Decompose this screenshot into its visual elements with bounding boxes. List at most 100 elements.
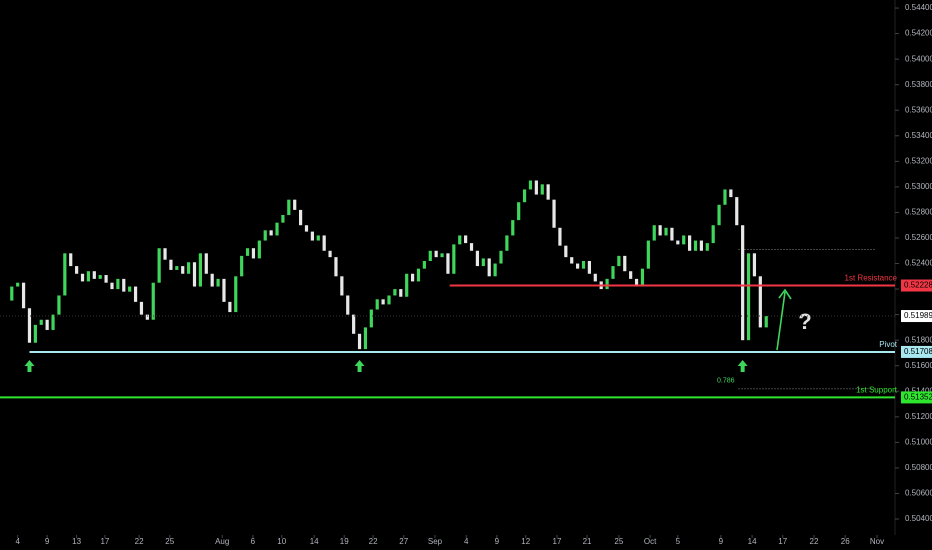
candle xyxy=(511,220,515,236)
level-name: 1st Resistance xyxy=(845,274,898,283)
candle xyxy=(169,259,173,270)
x-tick-label: 25 xyxy=(614,537,623,546)
candle xyxy=(752,253,757,277)
y-tick-label: 0.50600 xyxy=(905,489,932,498)
candle xyxy=(534,180,538,195)
candle xyxy=(304,225,309,232)
candle xyxy=(334,257,338,277)
x-tick-label: 25 xyxy=(165,537,174,546)
candle xyxy=(387,295,391,305)
up-marker xyxy=(354,360,365,372)
candle xyxy=(287,199,291,215)
candle xyxy=(458,235,462,245)
x-tick-label: 19 xyxy=(340,537,349,546)
y-tick-label: 0.52600 xyxy=(905,233,932,242)
candle xyxy=(340,276,344,296)
candle xyxy=(110,282,114,290)
candle xyxy=(381,299,385,305)
candle xyxy=(564,245,568,258)
candle xyxy=(623,255,627,272)
candle xyxy=(145,314,149,320)
candle xyxy=(434,250,438,258)
candle xyxy=(741,225,745,341)
candle xyxy=(128,286,132,292)
candle xyxy=(522,189,527,203)
candle xyxy=(617,255,621,267)
level-name: Pivot xyxy=(879,340,898,349)
candle xyxy=(133,286,138,302)
candle xyxy=(21,282,26,309)
y-tick-label: 0.52400 xyxy=(905,259,932,268)
x-tick-label: 22 xyxy=(369,537,378,546)
candle xyxy=(558,227,562,246)
x-tick-label: 12 xyxy=(521,537,530,546)
y-tick-label: 0.51200 xyxy=(905,412,932,421)
x-tick-label: 10 xyxy=(277,537,286,546)
candle xyxy=(298,209,303,226)
candle xyxy=(746,253,751,341)
candle xyxy=(475,250,480,267)
candle xyxy=(98,275,102,279)
candle xyxy=(139,301,144,315)
candle xyxy=(528,180,533,190)
candle xyxy=(69,253,73,267)
candle xyxy=(234,276,238,313)
y-tick-label: 0.50800 xyxy=(905,463,932,472)
candle xyxy=(57,295,61,315)
candle xyxy=(322,235,326,251)
y-tick-label: 0.54200 xyxy=(905,29,932,38)
candle xyxy=(257,240,261,259)
candle xyxy=(422,260,426,269)
candle xyxy=(405,273,409,297)
candle xyxy=(192,262,197,287)
candle xyxy=(245,248,250,256)
candle xyxy=(293,199,297,210)
candle xyxy=(705,243,709,251)
candle xyxy=(576,263,580,269)
candle xyxy=(658,225,662,236)
up-marker xyxy=(24,360,35,372)
x-tick-label: 4 xyxy=(15,537,20,546)
candle xyxy=(546,184,550,200)
candle xyxy=(711,225,715,244)
level-name: 1st Support xyxy=(856,386,898,395)
level-price-box xyxy=(901,345,932,358)
candle xyxy=(540,184,544,195)
candle xyxy=(469,243,474,251)
candle xyxy=(428,250,432,261)
x-tick-label: 22 xyxy=(810,537,819,546)
candle xyxy=(723,189,727,205)
y-tick-label: 0.50400 xyxy=(905,514,932,523)
x-tick-label: Nov xyxy=(870,537,884,546)
y-tick-label: 0.51800 xyxy=(905,335,932,344)
candle xyxy=(363,327,368,350)
candle xyxy=(699,240,703,251)
y-tick-label: 0.54400 xyxy=(905,3,932,12)
candle xyxy=(640,268,645,287)
candle xyxy=(33,324,37,343)
candle xyxy=(80,273,85,282)
x-tick-label: 21 xyxy=(583,537,592,546)
candle xyxy=(275,222,279,236)
candle xyxy=(240,255,244,277)
x-tick-label: 4 xyxy=(464,537,469,546)
candle xyxy=(222,278,226,302)
candle xyxy=(316,235,320,241)
candle xyxy=(440,253,444,258)
up-marker xyxy=(737,360,748,372)
candle xyxy=(375,299,379,310)
candle xyxy=(251,248,256,259)
candle xyxy=(10,286,14,301)
x-tick-label: Sep xyxy=(428,537,443,546)
candle xyxy=(487,258,491,277)
candle xyxy=(175,266,179,270)
y-tick-label: 0.51000 xyxy=(905,437,932,446)
candle xyxy=(181,266,185,274)
candle xyxy=(593,273,597,282)
candle xyxy=(552,199,556,228)
candle xyxy=(163,248,167,260)
candle xyxy=(92,271,96,279)
candle xyxy=(210,273,214,287)
x-tick-label: 6 xyxy=(251,537,256,546)
